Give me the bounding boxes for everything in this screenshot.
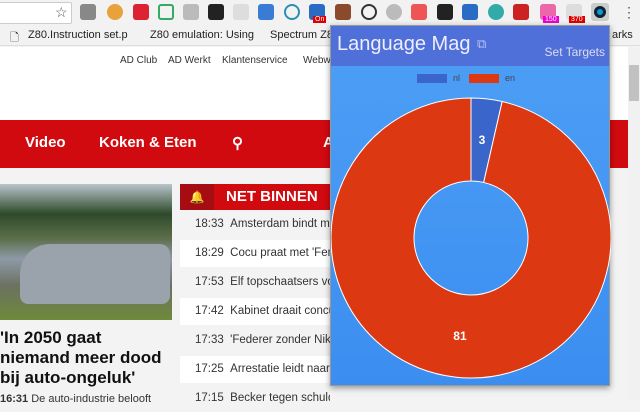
news-time: 17:53 (195, 276, 224, 288)
news-title: Amsterdam bindt me (230, 218, 330, 230)
extension-badge: 370 (569, 16, 585, 23)
news-item[interactable]: 17:33 'Federer zonder Nik (180, 327, 330, 354)
net-binnen-title: NET BINNEN (226, 188, 318, 205)
extension-badge: On (313, 16, 327, 23)
news-item[interactable]: 17:25 Arrestatie leidt naar (180, 356, 330, 383)
news-title: Arrestatie leidt naar (230, 363, 330, 375)
legend-label-nl: nl (453, 73, 461, 83)
extension-badge: 150 (543, 16, 559, 23)
news-time: 17:25 (195, 363, 224, 375)
news-time: 17:15 (195, 392, 224, 404)
nav-video[interactable]: Video (25, 134, 66, 151)
language-mag-extension-icon[interactable] (591, 3, 609, 21)
news-item[interactable]: 18:29 Cocu praat met 'Fen (180, 240, 330, 267)
bookmark[interactable]: arks (612, 29, 633, 41)
bookmark[interactable]: Z80 emulation: Using (150, 29, 254, 41)
bell-icon: 🔔 (180, 184, 214, 210)
nav-link[interactable]: Klantenservice (222, 55, 288, 66)
languagetool-icon[interactable] (208, 4, 224, 20)
nav-link[interactable]: A (323, 134, 334, 151)
gmail-icon[interactable] (133, 4, 149, 20)
extension-icon[interactable] (488, 4, 504, 20)
nav-link[interactable]: AD Club (120, 55, 158, 66)
shield-icon[interactable] (284, 4, 300, 20)
set-targets-link[interactable]: Set Targets (544, 45, 605, 59)
article-headline[interactable]: 'In 2050 gaat niemand meer dood bij auto… (0, 328, 162, 387)
nav-koken-eten[interactable]: Koken & Eten (99, 134, 197, 151)
page-icon: 🗋 (10, 32, 19, 44)
extension-icon[interactable] (462, 4, 478, 20)
slice-en[interactable] (331, 97, 611, 379)
scrollbar-thumb[interactable] (629, 65, 639, 101)
zoom-icon[interactable] (361, 4, 377, 20)
news-time: 18:29 (195, 247, 224, 259)
doughnut-chart: 3 81 (331, 97, 611, 379)
article-time: 16:31 (0, 393, 29, 405)
nav-link[interactable]: AD Werkt (168, 55, 211, 66)
news-time: 17:42 (195, 305, 224, 317)
address-bar[interactable] (0, 2, 72, 24)
extension-icon[interactable] (513, 4, 529, 20)
bookmark[interactable]: Z80.Instruction set.p (28, 29, 128, 41)
cast-icon[interactable] (80, 4, 96, 20)
bookmark-star-icon[interactable]: ☆ (55, 4, 68, 20)
scrollbar[interactable] (628, 47, 640, 400)
legend-swatch-en[interactable] (469, 74, 499, 83)
data-label-en: 81 (453, 329, 467, 343)
news-item[interactable]: 17:53 Elf topschaatsers vo (180, 269, 330, 296)
extension-icon[interactable] (335, 4, 351, 20)
news-time: 18:33 (195, 218, 224, 230)
menu-icon[interactable]: ⋮ (622, 4, 636, 20)
news-item[interactable]: 18:33 Amsterdam bindt me (180, 211, 330, 238)
news-title: Becker tegen schuldeisers: Ik ben... (230, 392, 330, 404)
language-mag-popup: Language Mag ⧉ Set Targets 3 81 nl en (330, 25, 611, 386)
extension-icon[interactable] (411, 4, 427, 20)
browser-toolbar: ☆ On 150 370 ⋮ (0, 0, 640, 26)
net-binnen-header: 🔔 NET BINNEN (180, 184, 330, 210)
legend-label-en: en (505, 73, 516, 83)
popup-title: Language Mag (337, 33, 471, 55)
news-time: 17:33 (195, 334, 224, 346)
search-icon[interactable]: ⚲ (232, 135, 243, 152)
extension-icon[interactable] (386, 4, 402, 20)
news-title: Cocu praat met 'Fen (230, 247, 330, 259)
bookmark[interactable]: Spectrum Z80 (270, 29, 340, 41)
nav-link[interactable]: Webwi (303, 55, 333, 66)
legend-swatch-nl[interactable] (417, 74, 447, 83)
data-label-nl: 3 (479, 133, 486, 147)
extension-icon[interactable] (233, 4, 249, 20)
screenshot-icon[interactable] (158, 4, 174, 20)
news-title: Kabinet draait concu (230, 305, 330, 317)
extension-icon[interactable] (183, 4, 199, 20)
news-title: Elf topschaatsers vo (230, 276, 330, 288)
news-item[interactable]: 17:42 Kabinet draait concu (180, 298, 330, 325)
extension-icon[interactable] (258, 4, 274, 20)
news-title: 'Federer zonder Nik (230, 334, 330, 346)
article-lead: De auto-industrie belooft (31, 393, 152, 405)
extension-icon[interactable] (437, 4, 453, 20)
extension-t-icon[interactable] (107, 4, 123, 20)
news-item[interactable]: 17:15 Becker tegen schuldeisers: Ik ben.… (180, 385, 330, 412)
external-link-icon[interactable]: ⧉ (477, 36, 487, 51)
article-photo[interactable] (0, 184, 172, 320)
